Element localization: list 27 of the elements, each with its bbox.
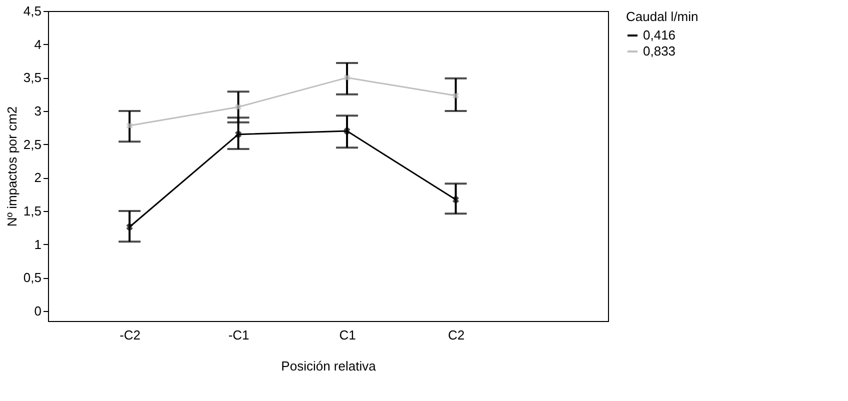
point bbox=[344, 128, 350, 134]
y-tick-label: 2 bbox=[34, 170, 42, 186]
point bbox=[452, 92, 460, 99]
y-tick-label: 3,5 bbox=[23, 70, 42, 86]
y-tick-label: 0,5 bbox=[23, 270, 42, 286]
point bbox=[452, 196, 460, 203]
x-axis-title: Posición relativa bbox=[281, 358, 377, 374]
x-tick-label: -C2 bbox=[120, 328, 141, 342]
point bbox=[234, 131, 242, 138]
legend-label: 0,416 bbox=[643, 28, 676, 42]
y-tick-label: 1,5 bbox=[23, 204, 42, 218]
y-axis-title: Nº impactos por cm2 bbox=[4, 106, 20, 227]
y-tick-label: 1 bbox=[34, 236, 42, 252]
x-tick-label: C1 bbox=[339, 328, 356, 342]
y-tick-label: 4,5 bbox=[23, 4, 42, 18]
point bbox=[126, 224, 133, 230]
y-tick-label: 0 bbox=[34, 304, 42, 318]
legend-title: Caudal l/min bbox=[626, 9, 698, 24]
y-tick-label: 4 bbox=[34, 36, 42, 52]
point bbox=[234, 104, 242, 110]
x-tick-label: -C1 bbox=[228, 328, 250, 342]
y-tick-label: 2,5 bbox=[23, 136, 42, 152]
y-tick-label: 3 bbox=[34, 104, 42, 118]
x-tick-label: C2 bbox=[448, 328, 465, 342]
point bbox=[126, 122, 133, 129]
legend-label: 0,833 bbox=[643, 44, 676, 58]
point bbox=[344, 74, 350, 81]
